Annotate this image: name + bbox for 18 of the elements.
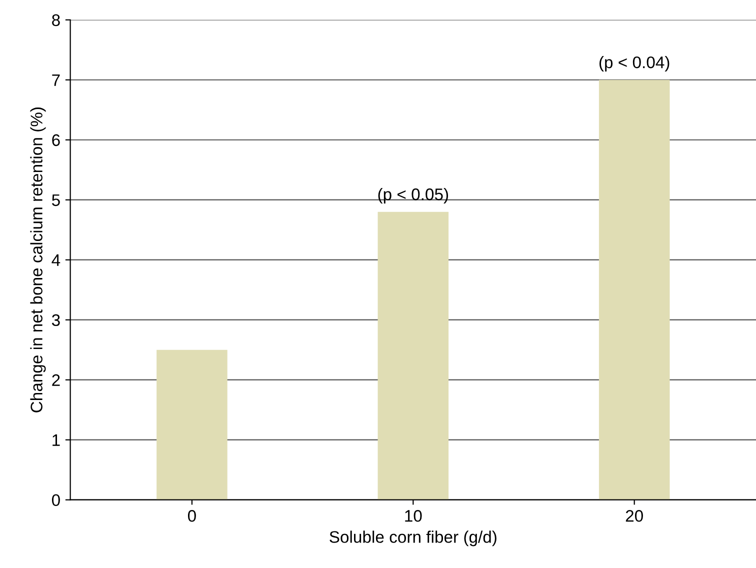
x-tick-label: 20	[626, 510, 643, 522]
y-tick-label: 6	[52, 134, 60, 146]
y-tick-label: 4	[52, 254, 60, 266]
bar	[156, 350, 228, 500]
y-tick-label: 0	[52, 494, 60, 506]
y-tick-label: 7	[52, 74, 60, 86]
x-tick-label: 0	[188, 510, 196, 522]
y-axis-title: Change in net bone calcium retention (%)	[30, 108, 46, 412]
x-tick-label: 10	[405, 510, 422, 522]
y-tick-label: 3	[52, 314, 60, 326]
bar	[598, 80, 670, 500]
y-tick-label: 1	[52, 434, 60, 446]
y-tick-label: 5	[52, 194, 60, 206]
bar	[378, 212, 449, 500]
x-axis-title: Soluble corn fiber (g/d)	[330, 530, 496, 546]
annotation: (p < 0.04)	[599, 56, 670, 72]
y-tick-label: 8	[52, 14, 60, 26]
y-tick-label: 2	[52, 374, 60, 386]
